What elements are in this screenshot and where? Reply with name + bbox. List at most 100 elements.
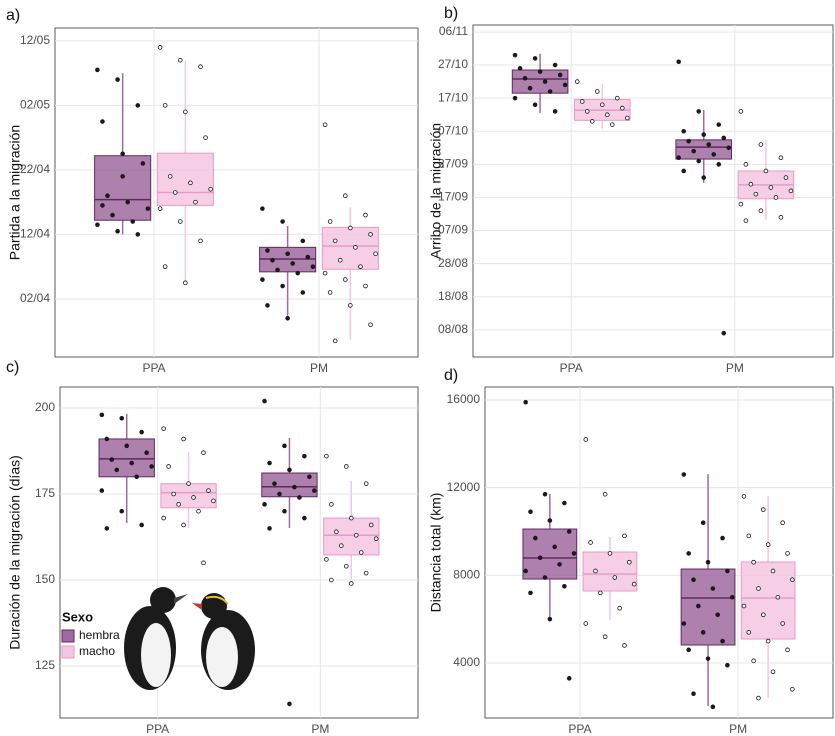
point <box>146 207 150 211</box>
point <box>543 492 547 496</box>
point <box>145 451 149 455</box>
point <box>567 530 571 534</box>
point <box>543 576 547 580</box>
point <box>344 465 348 469</box>
box <box>676 140 732 159</box>
point <box>100 413 104 417</box>
point <box>302 516 306 520</box>
y-tick-label: 125 <box>35 658 55 672</box>
point <box>150 465 154 469</box>
point <box>706 657 710 661</box>
point <box>584 622 588 626</box>
point <box>524 569 528 573</box>
point <box>364 571 368 575</box>
point <box>96 223 100 227</box>
point <box>369 523 373 527</box>
y-tick-label: 06/11 <box>439 24 468 38</box>
point <box>266 249 270 253</box>
point <box>276 268 280 272</box>
point <box>618 606 622 610</box>
point <box>101 120 105 124</box>
point <box>711 705 715 709</box>
x-tick-label: PPA <box>142 361 165 375</box>
point <box>757 587 761 591</box>
point <box>563 83 567 87</box>
point <box>707 143 711 147</box>
point <box>364 213 368 217</box>
y-tick-label: 200 <box>35 400 55 414</box>
box <box>681 569 735 645</box>
point <box>136 233 140 237</box>
point <box>789 189 793 193</box>
point <box>183 110 187 114</box>
y-tick-label: 18/08 <box>438 289 468 303</box>
point <box>163 104 167 108</box>
point <box>288 702 292 706</box>
point <box>120 416 124 420</box>
y-tick-label: 27/10 <box>438 57 468 71</box>
point <box>286 316 290 320</box>
point <box>344 564 348 568</box>
point <box>298 496 302 500</box>
point <box>100 489 104 493</box>
y-axis-title: Partida a la migración <box>7 125 23 260</box>
y-tick-label: 02/04 <box>20 291 50 305</box>
point <box>702 176 706 180</box>
point <box>353 245 357 249</box>
point <box>323 123 327 127</box>
point <box>595 90 599 94</box>
y-axis-title: Duración de la migración (días) <box>7 455 23 650</box>
point <box>533 103 537 107</box>
point <box>177 502 181 506</box>
point <box>766 543 770 547</box>
point <box>781 521 785 525</box>
point <box>158 207 162 211</box>
point <box>263 502 267 506</box>
y-tick-label: 12000 <box>447 480 481 494</box>
point <box>523 76 527 80</box>
x-tick-label: PPA <box>146 722 169 736</box>
point <box>701 630 705 634</box>
point <box>562 584 566 588</box>
point <box>182 523 186 527</box>
point <box>311 265 315 269</box>
point <box>263 399 267 403</box>
point <box>183 281 187 285</box>
point <box>548 519 552 523</box>
point <box>717 162 721 166</box>
point <box>747 534 751 538</box>
point <box>697 159 701 163</box>
point <box>167 465 171 469</box>
point <box>333 239 337 243</box>
point <box>567 676 571 680</box>
point <box>538 70 542 74</box>
point <box>603 635 607 639</box>
point <box>744 219 748 223</box>
point <box>608 552 612 556</box>
point <box>623 644 627 648</box>
point <box>594 569 598 573</box>
point <box>784 176 788 180</box>
point <box>627 560 631 564</box>
point <box>518 66 522 70</box>
point <box>605 113 609 117</box>
point <box>529 591 533 595</box>
point <box>615 96 619 100</box>
point <box>202 451 206 455</box>
point <box>677 60 681 64</box>
point <box>769 186 773 190</box>
point <box>96 68 100 72</box>
point <box>135 475 139 479</box>
point <box>747 630 751 634</box>
panel: 400080001200016000PPAPMd)Distancia total… <box>428 367 833 736</box>
point <box>589 541 593 545</box>
point <box>692 578 696 582</box>
point <box>744 162 748 166</box>
point <box>739 202 743 206</box>
point <box>779 156 783 160</box>
point <box>677 156 681 160</box>
point <box>528 86 532 90</box>
panel: 08/0818/0828/0807/0917/0927/0907/1017/10… <box>428 5 833 375</box>
point <box>711 587 715 591</box>
point <box>349 582 353 586</box>
